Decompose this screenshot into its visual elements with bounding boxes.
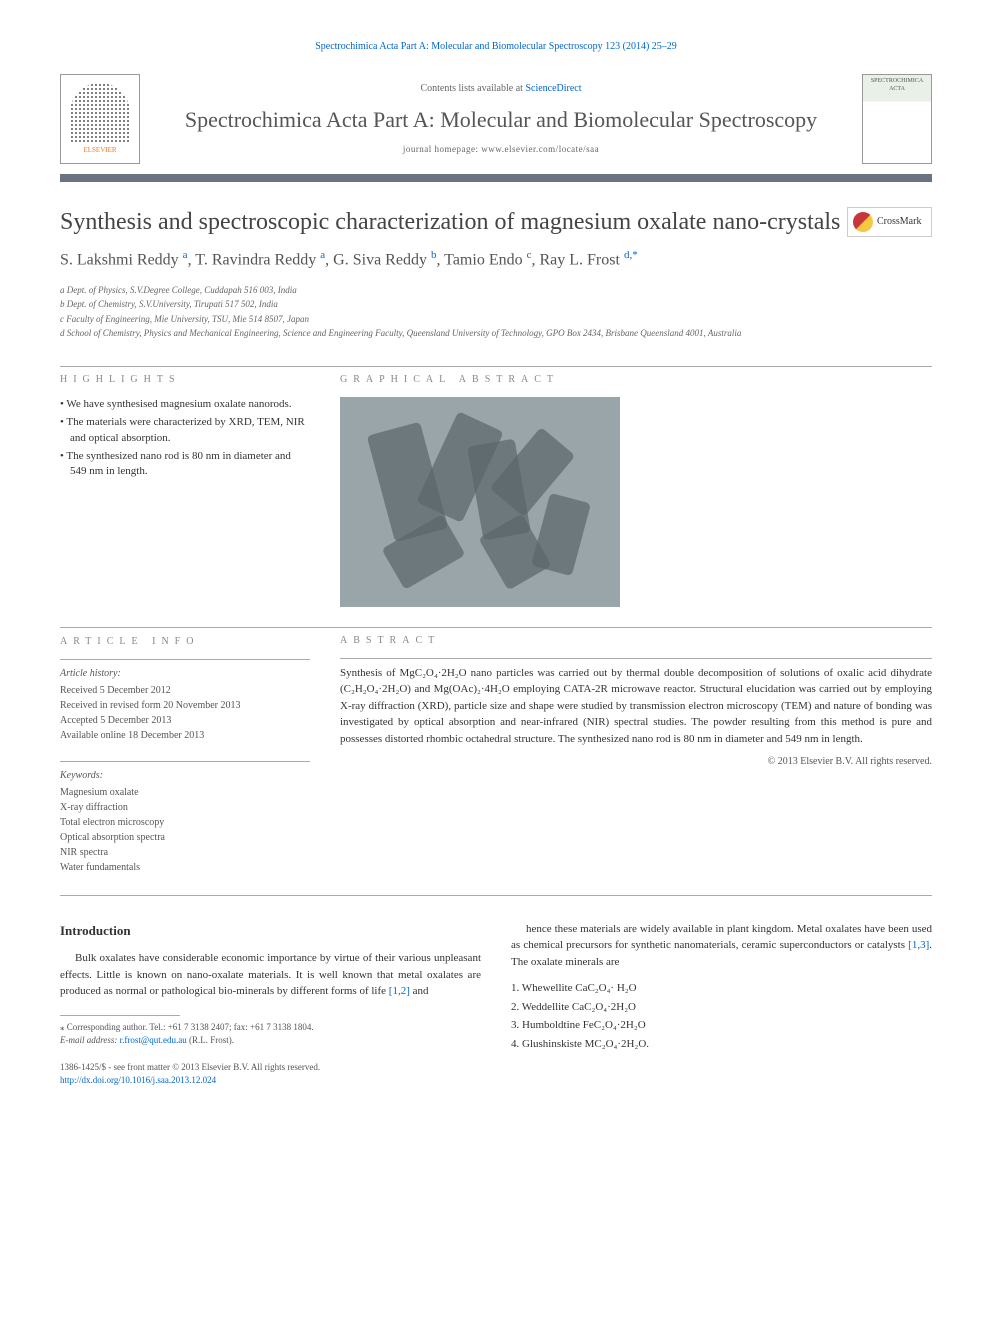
authors: S. Lakshmi Reddy a, T. Ravindra Reddy a,… [60,248,932,272]
history-label: Article history: [60,666,310,681]
elsevier-logo: ELSEVIER [60,74,140,164]
affiliation-line: d School of Chemistry, Physics and Mecha… [60,327,932,341]
ref-link[interactable]: [1,2] [389,985,410,997]
contents-prefix: Contents lists available at [420,83,525,94]
highlights-ga-row: highlights We have synthesised magnesium… [60,373,932,607]
email-link[interactable]: r.frost@qut.edu.au [120,1035,187,1045]
highlights-col: highlights We have synthesised magnesium… [60,373,310,607]
sciencedirect-link[interactable]: ScienceDirect [525,83,581,94]
highlight-item: We have synthesised magnesium oxalate na… [70,397,310,412]
abstract-col: abstract Synthesis of MgC₂O₄·2H₂O nano p… [340,634,932,875]
graphical-abstract-image [340,397,620,607]
mineral-item: 2. Weddellite CaC₂O₄·2H₂O [511,999,932,1016]
footnote-separator [60,1015,180,1016]
abstract-rule [340,658,932,659]
revised-date: Received in revised form 20 November 201… [60,698,310,713]
highlights-label: highlights [60,373,310,387]
intro-heading: Introduction [60,921,481,941]
intro-para-2: hence these materials are widely availab… [511,921,932,971]
publisher-name: ELSEVIER [83,146,116,156]
section-rule [60,895,932,896]
header-citation: Spectrochimica Acta Part A: Molecular an… [60,40,932,54]
ref-link[interactable]: [1,3] [908,939,929,951]
affiliations: a Dept. of Physics, S.V.Degree College, … [60,284,932,341]
keyword: X-ray diffraction [60,800,310,815]
keyword: Water fundamentals [60,860,310,875]
issn-line: 1386-1425/$ - see front matter © 2013 El… [60,1061,481,1074]
email-line: E-mail address: r.frost@qut.edu.au (R.L.… [60,1034,481,1047]
intro-text: and [410,985,429,997]
highlight-item: The materials were characterized by XRD,… [70,415,310,446]
contents-line: Contents lists available at ScienceDirec… [155,82,847,96]
keywords-label: Keywords: [60,768,310,783]
intro-text: hence these materials are widely availab… [511,923,932,952]
crossmark-label: CrossMark [877,215,921,229]
keywords-rule [60,761,310,762]
mineral-item: 4. Glushinskiste MC₂O₄·2H₂O. [511,1036,932,1053]
info-abstract-row: article info Article history: Received 5… [60,634,932,875]
elsevier-tree-icon [70,83,130,143]
abstract-text: Synthesis of MgC₂O₄·2H₂O nano particles … [340,665,932,748]
keyword: Optical absorption spectra [60,830,310,845]
copyright: © 2013 Elsevier B.V. All rights reserved… [340,755,932,769]
minerals-list: 1. Whewellite CaC₂O₄· H₂O 2. Weddellite C… [511,980,932,1052]
highlight-item: The synthesized nano rod is 80 nm in dia… [70,449,310,480]
affiliation-line: c Faculty of Engineering, Mie University… [60,313,932,327]
keyword: Magnesium oxalate [60,785,310,800]
received-date: Received 5 December 2012 [60,683,310,698]
keyword: NIR spectra [60,845,310,860]
affiliation-line: a Dept. of Physics, S.V.Degree College, … [60,284,932,298]
journal-cover-thumb: SPECTROCHIMICA ACTA [862,74,932,164]
ga-col: graphical abstract [340,373,932,607]
section-rule [60,627,932,628]
email-label: E-mail address: [60,1035,120,1045]
article-title: Synthesis and spectroscopic characteriza… [60,207,847,238]
abstract-label: abstract [340,634,932,648]
doi-link[interactable]: http://dx.doi.org/10.1016/j.saa.2013.12.… [60,1075,216,1085]
journal-info: Contents lists available at ScienceDirec… [155,82,847,155]
ga-label: graphical abstract [340,373,932,387]
crossmark-badge[interactable]: CrossMark [847,207,932,237]
title-row: Synthesis and spectroscopic characteriza… [60,207,932,238]
highlights-list: We have synthesised magnesium oxalate na… [60,397,310,480]
mineral-item: 1. Whewellite CaC₂O₄· H₂O [511,980,932,997]
article-info-label: article info [60,634,310,649]
branding-row: ELSEVIER Contents lists available at Sci… [60,74,932,164]
affiliation-line: b Dept. of Chemistry, S.V.University, Ti… [60,298,932,312]
article-info-col: article info Article history: Received 5… [60,634,310,875]
mineral-item: 3. Humboldtine FeC₂O₄·2H₂O [511,1017,932,1034]
crossmark-icon [853,212,873,232]
footnotes: ⁎ Corresponding author. Tel.: +61 7 3138… [60,1021,481,1046]
footer: 1386-1425/$ - see front matter © 2013 El… [60,1061,481,1086]
online-date: Available online 18 December 2013 [60,728,310,743]
journal-name: Spectrochimica Acta Part A: Molecular an… [155,106,847,135]
nanorod-shape [531,493,591,576]
header-divider [60,174,932,182]
keywords-block: Keywords: Magnesium oxalateX-ray diffrac… [60,761,310,875]
section-rule [60,366,932,367]
keywords-list: Magnesium oxalateX-ray diffractionTotal … [60,785,310,875]
corresponding-author: ⁎ Corresponding author. Tel.: +61 7 3138… [60,1021,481,1034]
body-columns: Introduction Bulk oxalates have consider… [60,921,932,1086]
journal-homepage: journal homepage: www.elsevier.com/locat… [155,143,847,156]
intro-para-1: Bulk oxalates have considerable economic… [60,950,481,1000]
keyword: Total electron microscopy [60,815,310,830]
accepted-date: Accepted 5 December 2013 [60,713,310,728]
info-rule [60,659,310,660]
email-name: (R.L. Frost). [187,1035,234,1045]
